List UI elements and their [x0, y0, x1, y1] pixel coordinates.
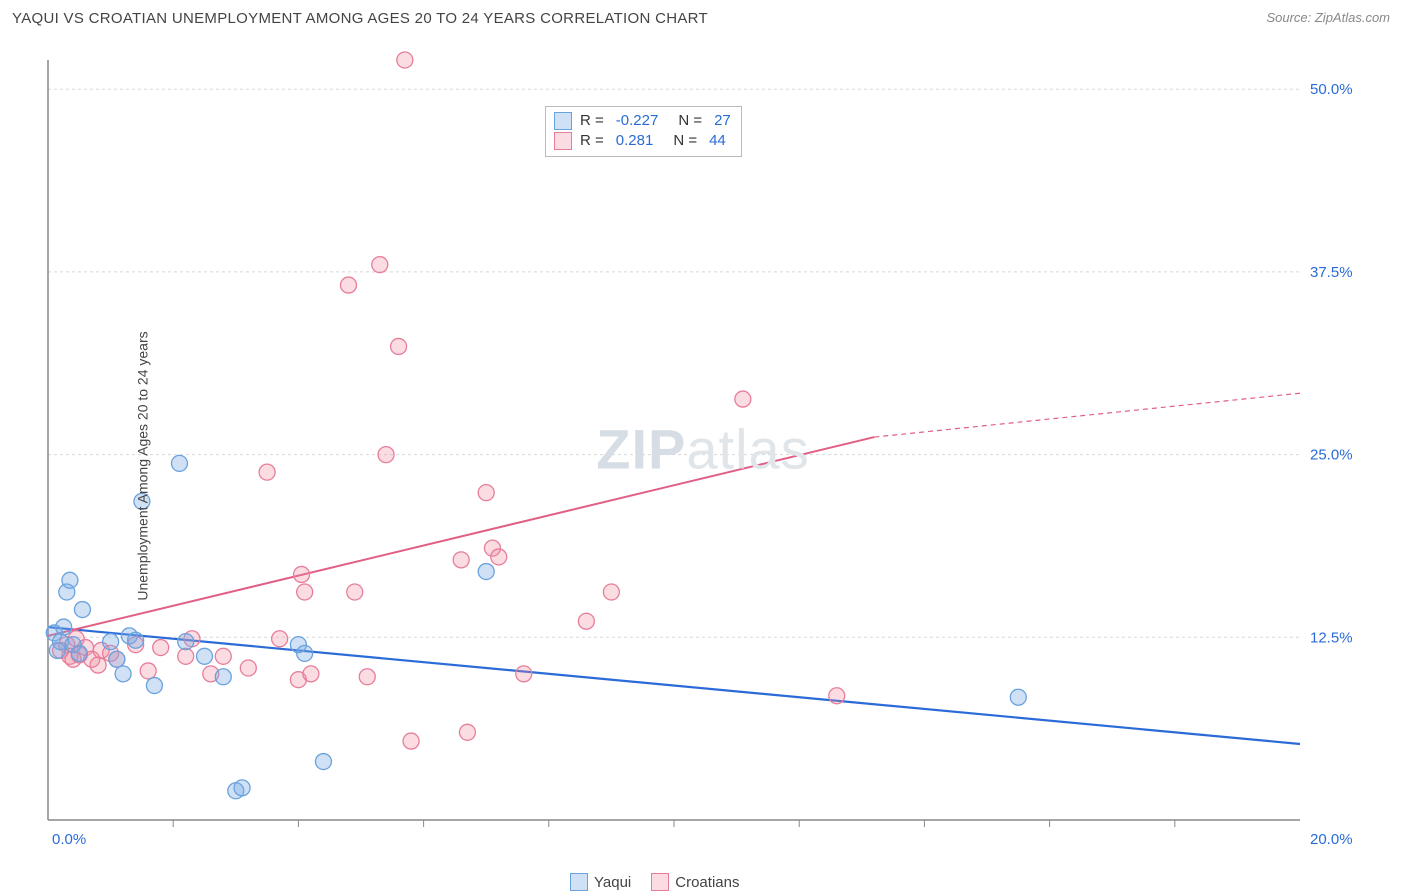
legend-label: Croatians	[675, 874, 739, 891]
croatians-point	[516, 666, 532, 682]
yaqui-point	[115, 666, 131, 682]
croatians-point	[453, 552, 469, 568]
croatians-point	[140, 663, 156, 679]
croatians-point	[178, 648, 194, 664]
yaqui-point	[197, 648, 213, 664]
yaqui-point	[478, 564, 494, 580]
y-tick-label: 12.5%	[1310, 629, 1353, 646]
croatians-point	[297, 584, 313, 600]
croatians-point	[391, 338, 407, 354]
source-label: Source: ZipAtlas.com	[1266, 10, 1390, 27]
croatians-point	[459, 724, 475, 740]
yaqui-point	[315, 754, 331, 770]
croatians-point	[603, 584, 619, 600]
legend-item: Yaqui	[570, 873, 631, 891]
series-swatch	[570, 873, 588, 891]
x-origin-label: 0.0%	[52, 831, 86, 848]
y-tick-label: 25.0%	[1310, 447, 1353, 464]
y-tick-label: 50.0%	[1310, 81, 1353, 98]
croatians-point	[153, 640, 169, 656]
yaqui-point	[71, 645, 87, 661]
y-axis-label: Unemployment Among Ages 20 to 24 years	[135, 331, 151, 600]
croatians-point	[578, 613, 594, 629]
croatians-trendline-dashed	[874, 393, 1300, 437]
croatians-point	[215, 648, 231, 664]
series-legend: Yaqui Croatians	[570, 873, 739, 891]
chart-title: YAQUI VS CROATIAN UNEMPLOYMENT AMONG AGE…	[12, 10, 708, 27]
stats-row: R =0.281 N =44	[554, 131, 731, 151]
yaqui-point	[1010, 689, 1026, 705]
croatians-point	[359, 669, 375, 685]
legend-item: Croatians	[651, 873, 739, 891]
croatians-point	[403, 733, 419, 749]
croatians-point	[478, 485, 494, 501]
y-tick-label: 37.5%	[1310, 264, 1353, 281]
series-swatch	[554, 112, 572, 130]
yaqui-point	[234, 780, 250, 796]
croatians-point	[735, 391, 751, 407]
croatians-point	[829, 688, 845, 704]
croatians-point	[259, 464, 275, 480]
yaqui-point	[109, 651, 125, 667]
yaqui-point	[56, 619, 72, 635]
croatians-point	[378, 447, 394, 463]
croatians-point	[491, 549, 507, 565]
yaqui-point	[74, 602, 90, 618]
x-max-label: 20.0%	[1310, 831, 1353, 848]
yaqui-point	[62, 572, 78, 588]
croatians-point	[294, 566, 310, 582]
yaqui-point	[171, 455, 187, 471]
yaqui-trendline	[48, 627, 1300, 744]
yaqui-point	[103, 634, 119, 650]
yaqui-point	[146, 678, 162, 694]
yaqui-point	[297, 645, 313, 661]
legend-label: Yaqui	[594, 874, 631, 891]
croatians-point	[347, 584, 363, 600]
correlation-chart: 12.5% 25.0% 37.5% 50.0% 0.0% 20.0%	[0, 40, 1406, 860]
croatians-point	[397, 52, 413, 68]
croatians-point	[372, 257, 388, 273]
yaqui-point	[215, 669, 231, 685]
stats-row: R =-0.227 N =27	[554, 111, 731, 131]
yaqui-point	[128, 632, 144, 648]
croatians-point	[90, 657, 106, 673]
croatians-point	[303, 666, 319, 682]
stats-legend: R =-0.227 N =27 R =0.281 N =44	[545, 106, 742, 157]
series-swatch	[554, 132, 572, 150]
series-swatch	[651, 873, 669, 891]
yaqui-point	[178, 634, 194, 650]
croatians-point	[272, 631, 288, 647]
croatians-point	[340, 277, 356, 293]
croatians-point	[240, 660, 256, 676]
